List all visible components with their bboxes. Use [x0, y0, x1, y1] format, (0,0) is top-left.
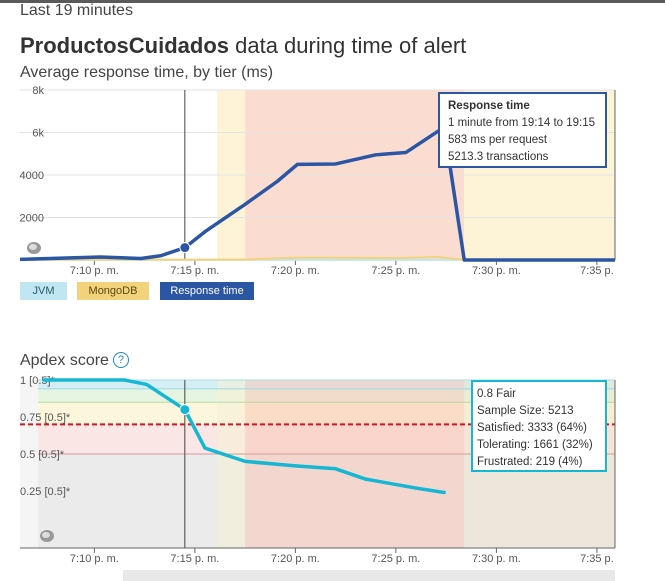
apdex-tooltip-sample: Sample Size: 5213: [477, 405, 574, 417]
x-tick-label: 7:35 p.: [580, 265, 614, 277]
response-time-tooltip: Response time 1 minute from 19:14 to 19:…: [438, 92, 607, 168]
tooltip-interval: 1 minute from 19:14 to 19:15: [448, 117, 596, 129]
y-tick-label: 6k: [32, 128, 44, 140]
apdex-left-strip: [20, 380, 39, 548]
tooltip-heading: Response time: [448, 100, 530, 112]
x-tick-label: 7:15 p. m.: [170, 265, 219, 277]
x-tick-label: 7:30 p. m.: [472, 265, 521, 277]
help-icon[interactable]: ?: [112, 352, 129, 368]
apdex-tooltip: 0.8 Fair Sample Size: 5213 Satisfied: 33…: [471, 380, 607, 472]
apdex-tooltip-score: 0.8 Fair: [477, 388, 516, 400]
page-title: ProductosCuidados data during time of al…: [20, 33, 466, 59]
apdex-x-tick-label: 7:20 p. m.: [271, 553, 320, 565]
apdex-tooltip-tolerating: Tolerating: 1661 (32%): [477, 439, 593, 451]
x-tick-label: 7:20 p. m.: [271, 265, 320, 277]
series-apdex: [42, 378, 446, 495]
hover-marker: [179, 242, 191, 254]
apdex-tooltip-satisfied: Satisfied: 3333 (64%): [477, 422, 587, 434]
horizontal-scrollbar[interactable]: [123, 570, 615, 581]
x-tick-label: 7:10 p. m.: [70, 265, 119, 277]
apdex-warning-band: [216, 380, 246, 548]
zoom-knob-highlight: [29, 244, 37, 250]
apdex-tooltip-frustrated: Frustrated: 219 (4%): [477, 456, 583, 468]
apdex-x-tick-label: 7:35 p.: [580, 553, 614, 565]
tooltip-transactions: 5213.3 transactions: [448, 151, 549, 163]
apdex-y-tick-label: 0.5 [0.5]*: [20, 449, 65, 461]
apdex-x-tick-label: 7:10 p. m.: [70, 553, 119, 565]
y-tick-label: 8k: [32, 85, 44, 97]
x-tick-label: 7:25 p. m.: [371, 265, 420, 277]
apdex-title-text: Apdex score: [20, 352, 109, 369]
apdex-x-tick-label: 7:15 p. m.: [170, 553, 219, 565]
apdex-zoom-knob-highlight: [42, 532, 50, 538]
series-response-time: [19, 125, 615, 262]
time-range-label: Last 19 minutes: [20, 2, 133, 19]
y-tick-label: 2000: [20, 213, 44, 225]
response-chart-title: Average response time, by tier (ms): [20, 64, 274, 81]
y-tick-label: 4000: [20, 170, 44, 182]
apdex-y-tick-label: 0.75 [0.5]*: [20, 412, 71, 424]
legend-mongodb[interactable]: MongoDB: [77, 282, 149, 300]
legend-jvm[interactable]: JVM: [20, 282, 67, 300]
title-suffix: data during time of alert: [229, 33, 467, 58]
apdex-x-tick-label: 7:25 p. m.: [371, 553, 420, 565]
apdex-hover-marker: [179, 404, 191, 416]
apdex-title: Apdex score?: [20, 352, 129, 370]
apdex-y-tick-label: 0.25 [0.5]*: [20, 486, 71, 498]
apdex-y-tick-label: 1 [0.5]*: [20, 375, 56, 387]
app-name[interactable]: ProductosCuidados: [20, 33, 230, 58]
tooltip-ms-per-request: 583 ms per request: [448, 134, 548, 146]
legend-response-time[interactable]: Response time: [160, 282, 254, 300]
apdex-x-tick-label: 7:30 p. m.: [472, 553, 521, 565]
top-border: [0, 0, 665, 3]
